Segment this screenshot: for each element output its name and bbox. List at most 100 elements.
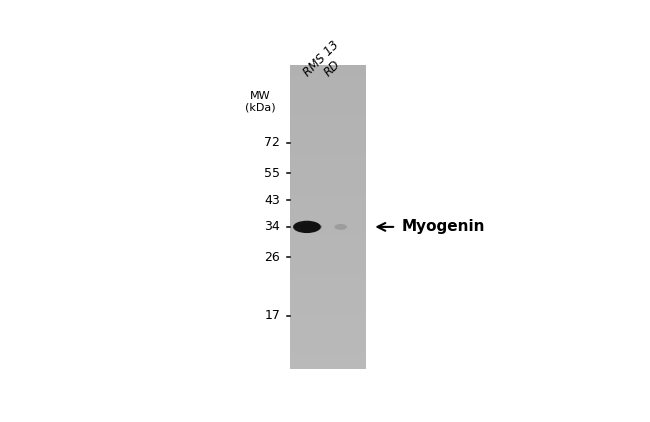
- Bar: [291, 157, 366, 158]
- Bar: [291, 278, 366, 279]
- Bar: [291, 196, 366, 197]
- Bar: [291, 105, 366, 106]
- Bar: [291, 365, 366, 366]
- Bar: [291, 230, 366, 231]
- Bar: [291, 297, 366, 298]
- Bar: [291, 211, 366, 212]
- Bar: [291, 79, 366, 81]
- Bar: [291, 87, 366, 89]
- Bar: [291, 127, 366, 128]
- Bar: [291, 344, 366, 345]
- Bar: [291, 113, 366, 114]
- Bar: [291, 177, 366, 178]
- Bar: [291, 190, 366, 191]
- Bar: [291, 253, 366, 254]
- Bar: [291, 205, 366, 206]
- Bar: [291, 303, 366, 304]
- Bar: [291, 142, 366, 143]
- Bar: [291, 138, 366, 139]
- Bar: [291, 296, 366, 297]
- Bar: [291, 170, 366, 172]
- Bar: [291, 356, 366, 357]
- Bar: [291, 185, 366, 186]
- Bar: [291, 201, 366, 202]
- Bar: [291, 249, 366, 251]
- Bar: [291, 104, 366, 105]
- Bar: [291, 78, 366, 79]
- Bar: [291, 267, 366, 268]
- Bar: [291, 229, 366, 230]
- Bar: [291, 112, 366, 113]
- Bar: [291, 289, 366, 290]
- Bar: [291, 102, 366, 103]
- Bar: [291, 107, 366, 108]
- Text: RMS 13: RMS 13: [301, 38, 342, 79]
- Bar: [291, 132, 366, 133]
- Bar: [291, 139, 366, 140]
- Bar: [291, 74, 366, 76]
- Bar: [291, 126, 366, 127]
- Bar: [291, 273, 366, 274]
- Bar: [291, 114, 366, 115]
- Bar: [291, 342, 366, 343]
- Bar: [291, 198, 366, 199]
- Bar: [291, 337, 366, 338]
- Bar: [291, 345, 366, 346]
- Bar: [291, 269, 366, 270]
- Bar: [291, 82, 366, 84]
- Text: 72: 72: [265, 136, 280, 149]
- Bar: [291, 100, 366, 101]
- Bar: [291, 270, 366, 271]
- Bar: [291, 355, 366, 356]
- Bar: [291, 283, 366, 284]
- Bar: [291, 281, 366, 282]
- Bar: [291, 320, 366, 322]
- Bar: [291, 197, 366, 198]
- Bar: [291, 180, 366, 181]
- Bar: [291, 352, 366, 353]
- Bar: [291, 277, 366, 278]
- Bar: [291, 96, 366, 97]
- Bar: [291, 151, 366, 152]
- Bar: [291, 246, 366, 248]
- Bar: [291, 223, 366, 224]
- Bar: [291, 121, 366, 122]
- Bar: [291, 275, 366, 276]
- Bar: [291, 222, 366, 223]
- Bar: [291, 162, 366, 163]
- Bar: [291, 110, 366, 111]
- Bar: [291, 103, 366, 104]
- Bar: [291, 256, 366, 257]
- Bar: [291, 340, 366, 341]
- Bar: [291, 306, 366, 307]
- Bar: [291, 268, 366, 269]
- Bar: [291, 188, 366, 189]
- Bar: [291, 129, 366, 130]
- Bar: [291, 274, 366, 275]
- Bar: [291, 84, 366, 86]
- Bar: [291, 94, 366, 95]
- Bar: [291, 235, 366, 236]
- Bar: [291, 286, 366, 287]
- Bar: [291, 262, 366, 263]
- Bar: [291, 341, 366, 342]
- Bar: [291, 202, 366, 203]
- Bar: [291, 131, 366, 132]
- Bar: [291, 295, 366, 296]
- Bar: [291, 334, 366, 335]
- Bar: [291, 302, 366, 303]
- Bar: [291, 130, 366, 131]
- Bar: [291, 150, 366, 151]
- Bar: [291, 293, 366, 294]
- Bar: [291, 176, 366, 177]
- Bar: [291, 92, 366, 94]
- Bar: [291, 347, 366, 348]
- Bar: [291, 124, 366, 125]
- Bar: [291, 234, 366, 235]
- Bar: [291, 181, 366, 182]
- Bar: [291, 95, 366, 96]
- Bar: [291, 251, 366, 252]
- Text: 43: 43: [265, 194, 280, 207]
- Bar: [291, 155, 366, 157]
- Bar: [291, 357, 366, 358]
